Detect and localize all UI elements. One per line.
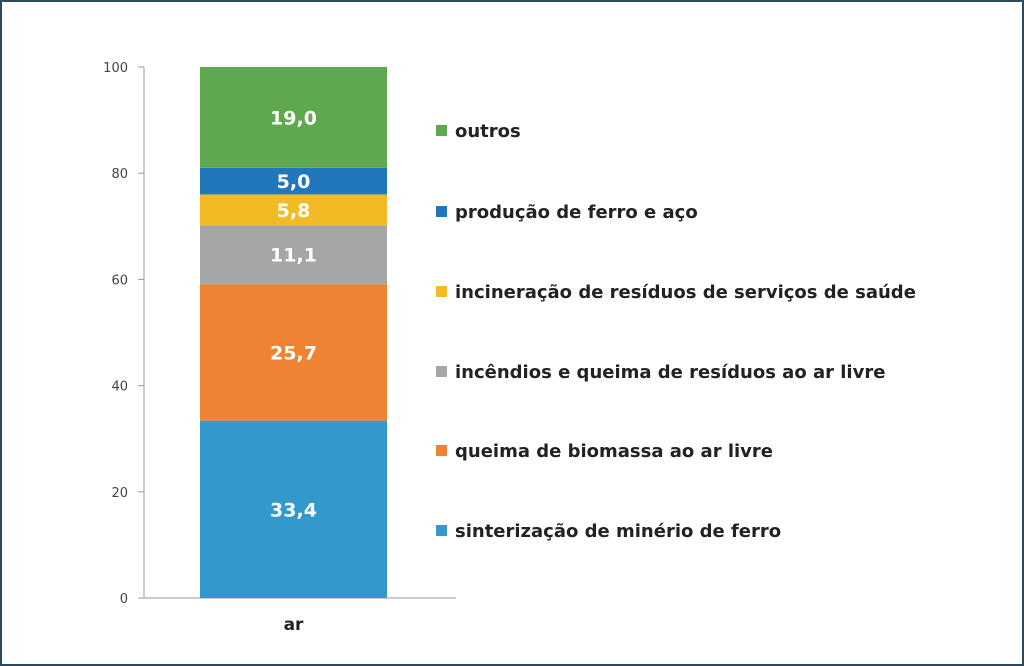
bar-segment (200, 420, 387, 598)
bar-segment (200, 167, 387, 195)
bar-segments (200, 67, 387, 598)
legend-label: sinterização de minério de ferro (455, 521, 781, 542)
data-label: 5,0 (277, 171, 311, 193)
legend-swatch (436, 525, 447, 536)
data-label: 5,8 (277, 200, 311, 222)
bar-segment (200, 225, 387, 285)
y-tick-label: 80 (111, 167, 128, 182)
legend-label: produção de ferro e aço (455, 202, 698, 223)
legend-swatch (436, 286, 447, 297)
data-label: 33,4 (270, 499, 317, 521)
legend-label: outros (455, 121, 521, 142)
segment-labels: 33,4 25,7 11,1 5,8 5,0 19,0 (270, 107, 317, 521)
x-category-label: ar (284, 615, 304, 635)
y-tick-label: 40 (111, 380, 128, 395)
bar-segment (200, 284, 387, 421)
data-label: 25,7 (270, 342, 317, 364)
data-label: 19,0 (270, 107, 317, 129)
y-ticks: 0 20 40 60 80 100 (103, 61, 144, 607)
x-categories: ar (284, 615, 304, 635)
legend-label: queima de biomassa ao ar livre (455, 441, 773, 462)
y-tick-label: 60 (111, 273, 128, 288)
bar-segment (200, 194, 387, 226)
legend-label: incineração de resíduos de serviços de s… (455, 282, 916, 303)
legend-swatch (436, 445, 447, 456)
legend: outros produção de ferro e aço incineração… (436, 121, 916, 542)
y-tick-label: 20 (111, 486, 128, 501)
y-tick-label: 100 (103, 61, 128, 76)
legend-swatch (436, 366, 447, 377)
legend-swatch (436, 206, 447, 217)
data-label: 11,1 (270, 245, 317, 267)
legend-swatch (436, 125, 447, 136)
bar-segment (200, 67, 387, 168)
legend-label: incêndios e queima de resíduos ao ar liv… (455, 362, 885, 383)
y-tick-label: 0 (120, 592, 128, 607)
